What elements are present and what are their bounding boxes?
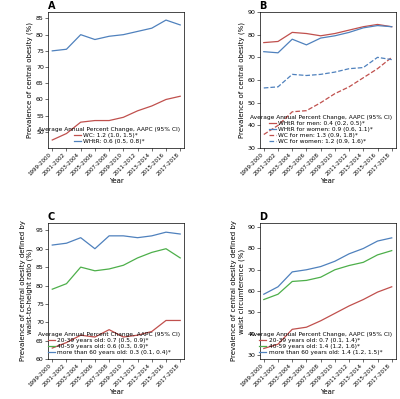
Y-axis label: Prevalence of central obesity defined by
waist-to-height ratio (%): Prevalence of central obesity defined by… [20,221,33,361]
Legend: WC: 1.2 (1.0, 1.5)*, WHtR: 0.6 (0.5, 0.8)*: WC: 1.2 (1.0, 1.5)*, WHtR: 0.6 (0.5, 0.8… [37,126,182,145]
Y-axis label: Prevalence of central obesity (%): Prevalence of central obesity (%) [27,22,33,138]
Text: D: D [260,212,268,222]
Legend: 20-39 years old: 0.7 (0.1, 1.4)*, 40-59 years old: 1.4 (1.2, 1.6)*, more than 60: 20-39 years old: 0.7 (0.1, 1.4)*, 40-59 … [249,331,393,356]
X-axis label: Year: Year [109,389,124,395]
Legend: 20-39 years old: 0.7 (0.5, 0.9)*, 40-59 years old: 0.6 (0.3, 0.9)*, more than 60: 20-39 years old: 0.7 (0.5, 0.9)*, 40-59 … [37,331,182,356]
Text: B: B [260,1,267,11]
X-axis label: Year: Year [320,178,335,184]
Text: C: C [48,212,55,222]
Text: A: A [48,1,56,11]
Y-axis label: Prevalence of central obesity defined by
waist circumference (%): Prevalence of central obesity defined by… [231,221,245,361]
Y-axis label: Prevalence of central obesity (%): Prevalence of central obesity (%) [238,22,245,138]
X-axis label: Year: Year [109,178,124,184]
X-axis label: Year: Year [320,389,335,395]
Legend: WHtR for men: 0.4 (0.2, 0.5)*, WHtR for women: 0.9 (0.6, 1.1)*, WC for men: 1.3 : WHtR for men: 0.4 (0.2, 0.5)*, WHtR for … [249,114,393,145]
